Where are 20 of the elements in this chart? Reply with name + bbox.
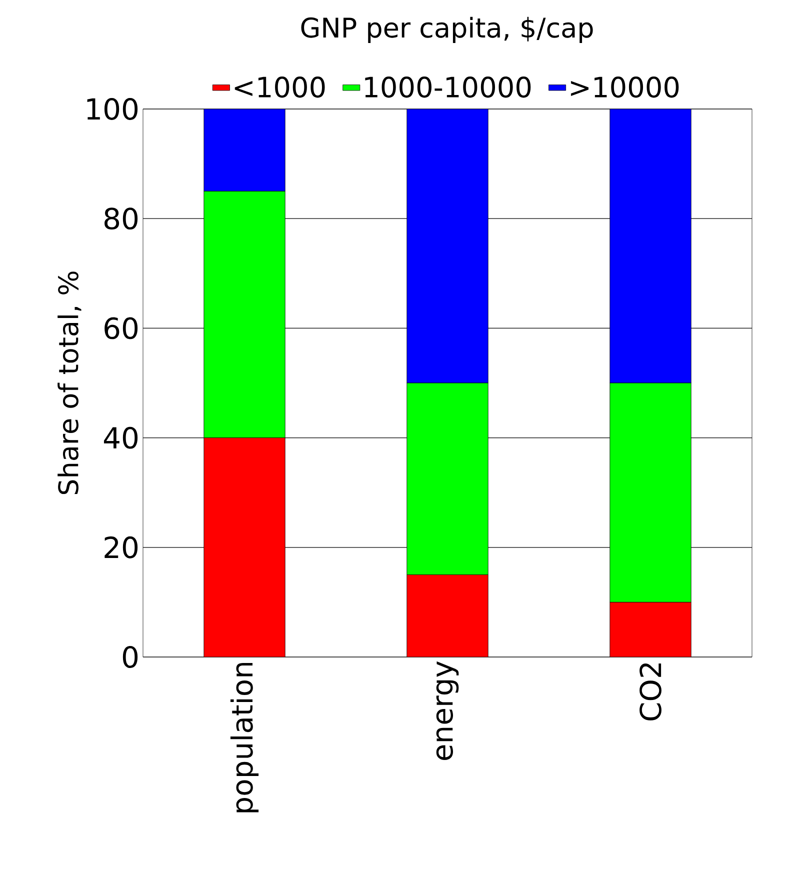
bar [610, 108, 692, 384]
y-tick-label: 80 [104, 208, 138, 230]
y-tick-label: 20 [104, 536, 138, 558]
y-axis-title: Share of total, % [58, 272, 82, 494]
y-tick-label: 100 [87, 98, 138, 120]
legend-label: 1000-10000 [365, 76, 531, 98]
x-tick-label: population [230, 662, 259, 812]
y-tick-label: 0 [122, 646, 138, 668]
y-tick-label: 60 [104, 317, 138, 340]
bar [406, 574, 488, 657]
x-tick-label: energy [436, 661, 459, 760]
legend-title: GNP per capita, $/cap [301, 16, 593, 44]
y-tick-label: 40 [104, 426, 138, 449]
legend-label: <1000 [234, 76, 325, 98]
bar [406, 108, 488, 384]
bar [610, 602, 692, 657]
bar [204, 108, 286, 192]
legend-label: >10000 [570, 76, 679, 98]
bar [204, 438, 286, 657]
x-tick-label: CO2 [640, 663, 662, 720]
